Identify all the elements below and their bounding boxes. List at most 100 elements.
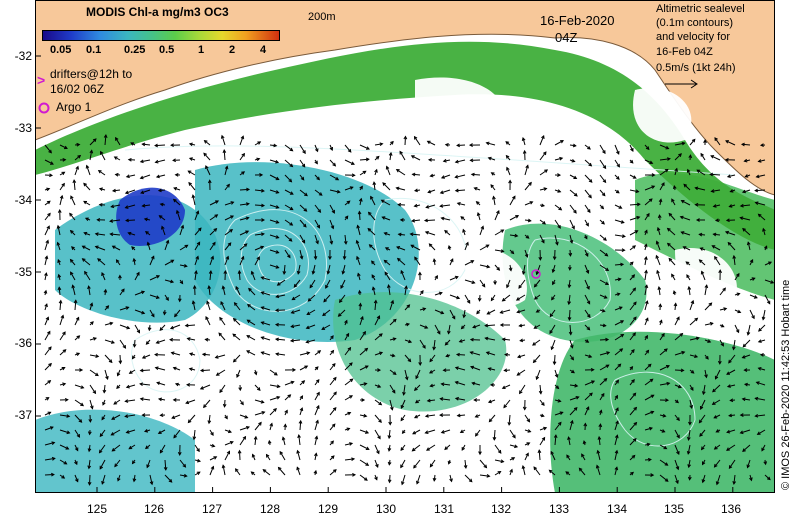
velocity-arrow: [742, 354, 751, 359]
velocity-arrow-head: [504, 352, 509, 357]
velocity-arrow-head: [644, 334, 648, 339]
velocity-arrow: [659, 474, 669, 482]
velocity-arrow: [185, 399, 196, 404]
velocity-arrow: [179, 264, 187, 267]
velocity-arrow-head: [746, 464, 751, 469]
velocity-arrow-head: [432, 346, 437, 351]
velocity-arrow-head: [315, 240, 319, 245]
velocity-arrow-head: [145, 341, 150, 345]
velocity-arrow: [219, 384, 226, 393]
velocity-arrow: [359, 144, 370, 150]
velocity-arrow-head: [305, 325, 310, 330]
velocity-arrow-head: [712, 204, 717, 208]
velocity-arrow: [614, 467, 618, 476]
velocity-arrow: [674, 429, 680, 438]
velocity-arrow-head: [47, 212, 51, 217]
velocity-arrow: [683, 246, 691, 251]
velocity-arrow-head: [408, 339, 413, 344]
velocity-arrow-head: [125, 218, 130, 223]
velocity-arrow: [536, 369, 541, 380]
velocity-arrow: [429, 459, 436, 467]
velocity-arrow-head: [139, 382, 143, 387]
velocity-arrow-head: [698, 419, 703, 424]
velocity-arrow: [713, 414, 721, 419]
velocity-arrow-head: [538, 256, 543, 261]
velocity-arrow-head: [517, 354, 522, 359]
velocity-arrow-head: [48, 149, 52, 154]
velocity-arrow-head: [407, 358, 412, 363]
velocity-arrow: [329, 174, 339, 181]
velocity-arrow-head: [550, 346, 555, 351]
velocity-arrow: [100, 151, 106, 161]
sealevel-contour: [240, 228, 309, 295]
velocity-arrow: [569, 420, 573, 431]
velocity-arrow: [488, 367, 496, 371]
velocity-arrow-head: [223, 269, 228, 274]
velocity-arrow: [373, 182, 376, 191]
velocity-arrow: [344, 159, 355, 165]
velocity-arrow: [656, 241, 661, 251]
velocity-arrow: [344, 378, 354, 386]
velocity-arrow-head: [568, 266, 572, 271]
velocity-arrow: [681, 231, 691, 236]
velocity-arrow-head: [512, 195, 516, 200]
velocity-arrow: [614, 144, 620, 155]
velocity-arrow: [440, 204, 451, 207]
velocity-arrow: [688, 459, 691, 468]
velocity-arrow-head: [274, 337, 279, 342]
velocity-arrow-head: [49, 426, 54, 430]
velocity-arrow-head: [727, 241, 732, 246]
velocity-arrow: [549, 309, 556, 317]
velocity-arrow: [404, 339, 412, 343]
velocity-arrow-head: [447, 330, 451, 335]
velocity-arrow: [374, 333, 383, 341]
velocity-arrow-head: [726, 371, 730, 375]
velocity-arrow: [246, 350, 256, 356]
velocity-arrow: [275, 338, 286, 341]
velocity-arrow-head: [275, 205, 280, 209]
velocity-arrow-head: [63, 145, 68, 150]
velocity-arrow: [569, 324, 572, 335]
velocity-arrow: [448, 324, 451, 334]
velocity-arrow-head: [322, 312, 326, 317]
velocity-arrow-head: [61, 171, 66, 176]
velocity-arrow: [59, 183, 65, 191]
velocity-arrow-head: [381, 216, 386, 220]
velocity-arrow-head: [70, 195, 74, 200]
velocity-arrow-head: [463, 465, 468, 470]
velocity-arrow-head: [56, 241, 61, 246]
velocity-arrow-head: [713, 446, 718, 450]
velocity-arrow: [614, 348, 623, 356]
velocity-arrow-head: [658, 198, 663, 203]
velocity-arrow-head: [62, 349, 67, 353]
velocity-arrow-head: [425, 205, 430, 209]
map-panel[interactable]: [35, 0, 775, 493]
velocity-arrow-head: [666, 157, 671, 161]
velocity-arrow: [344, 333, 350, 341]
velocity-arrow-head: [668, 212, 673, 217]
velocity-arrow: [517, 309, 526, 313]
velocity-arrow-head: [725, 218, 730, 223]
velocity-arrow: [269, 219, 279, 224]
velocity-arrow-head: [714, 375, 719, 380]
velocity-arrow-head: [578, 467, 583, 472]
velocity-arrow: [269, 159, 279, 163]
velocity-arrow-head: [213, 456, 218, 460]
drifters-marker-icon: >: [37, 72, 46, 88]
velocity-arrow-head: [710, 155, 715, 159]
velocity-arrow: [509, 196, 516, 206]
velocity-arrow: [314, 436, 318, 446]
velocity-arrow-head: [666, 227, 671, 232]
velocity-arrow: [101, 272, 106, 281]
velocity-arrow-head: [428, 370, 433, 374]
velocity-arrow-head: [165, 239, 170, 244]
velocity-arrow: [522, 264, 526, 275]
velocity-arrow-head: [362, 330, 366, 335]
velocity-arrow-head: [551, 296, 555, 301]
velocity-arrow: [725, 140, 736, 146]
velocity-arrow: [584, 174, 593, 183]
velocity-arrow: [284, 381, 294, 386]
velocity-arrow-head: [220, 134, 225, 139]
lon-tick-label: 136: [720, 502, 742, 516]
velocity-arrow-head: [454, 396, 459, 401]
